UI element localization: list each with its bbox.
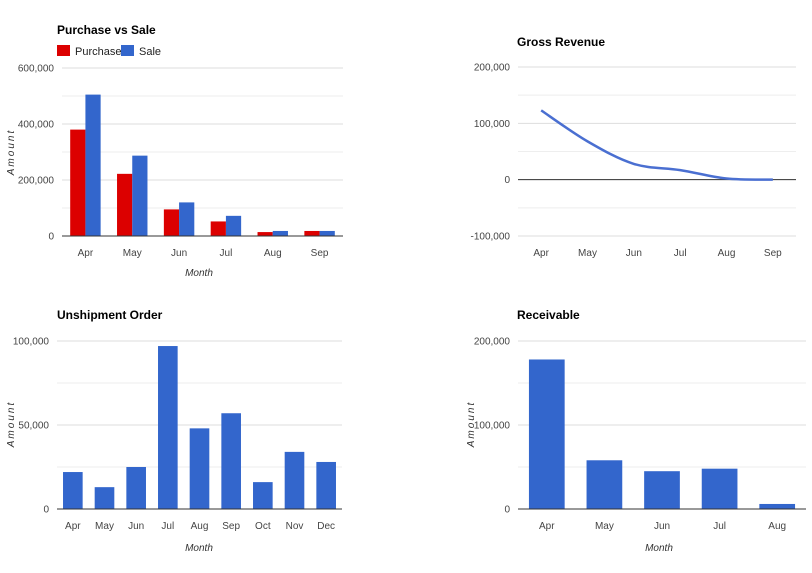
x-axis-label: Month [645,543,673,554]
chart-title: Purchase vs Sale [57,23,156,37]
x-tick-label: Aug [718,248,736,259]
y-axis-label: Amount [6,129,17,176]
bar-sale-jun[interactable] [179,202,195,236]
x-tick-label: Jul [220,248,233,259]
x-tick-label: Jul [713,521,726,532]
x-tick-label: Apr [78,248,94,259]
y-tick-label: -100,000 [471,232,511,243]
bar-value-jun[interactable] [126,467,146,509]
x-tick-label: Apr [539,521,555,532]
bar-value-aug[interactable] [759,503,796,509]
bar-sale-jul[interactable] [225,215,242,236]
x-tick-label: May [595,521,614,532]
y-tick-label: 0 [504,175,510,186]
gross-revenue-chart: Gross Revenue -100,000 0 100,000 200,000 Apr… [471,35,796,259]
y-tick-label: 100,000 [474,119,511,130]
legend-label-sale[interactable]: Sale [139,46,161,58]
y-tick-label: 0 [48,232,54,243]
x-tick-label: Aug [264,248,282,259]
x-tick-label: Aug [768,521,786,532]
y-tick-label: 100,000 [474,421,511,432]
bar-purchase-apr[interactable] [70,129,86,236]
chart-title: Receivable [517,308,580,322]
bar-purchase-jul[interactable] [210,221,226,236]
x-tick-label: Oct [255,521,271,532]
y-tick-label: 100,000 [13,337,50,348]
x-tick-label: Dec [317,521,335,532]
legend-swatch-sale [121,45,134,56]
legend-label-purchase[interactable]: Purchase [75,46,121,58]
x-tick-label: Nov [286,521,304,532]
x-tick-label: May [578,248,597,259]
chart-title: Unshipment Order [57,308,163,322]
bar-value-jul[interactable] [158,346,178,509]
y-axis-label: Amount [466,401,477,448]
unshipment-order-chart: Unshipment Order 0 50,000 100,000 Apr May Jun… [6,308,342,554]
x-tick-label: Sep [311,248,329,259]
bar-value-nov[interactable] [284,451,305,509]
bar-value-jul[interactable] [701,468,738,509]
y-tick-label: 600,000 [18,64,55,75]
bar-purchase-sep[interactable] [304,230,320,236]
x-tick-label: Apr [65,521,81,532]
x-axis-label: Month [185,268,213,279]
bar-sale-aug[interactable] [272,230,288,236]
bar-sale-sep[interactable] [319,230,335,236]
bar-sale-apr[interactable] [85,94,101,236]
y-axis-label: Amount [6,401,17,448]
bar-value-may[interactable] [94,487,115,509]
x-tick-label: Aug [191,521,209,532]
y-tick-label: 200,000 [18,176,55,187]
x-tick-label: Sep [764,248,782,259]
bar-value-aug[interactable] [189,428,210,509]
y-tick-label: 200,000 [474,63,511,74]
bar-purchase-jun[interactable] [163,209,180,236]
bar-value-may[interactable] [586,460,623,509]
x-tick-label: Apr [533,248,549,259]
x-tick-label: Jul [674,248,687,259]
y-tick-label: 400,000 [18,120,55,131]
bar-sale-may[interactable] [132,155,148,236]
chart-title: Gross Revenue [517,35,605,49]
bar-value-sep[interactable] [221,413,241,509]
bar-purchase-aug[interactable] [257,232,273,236]
bar-value-dec[interactable] [316,461,336,509]
bar-purchase-may[interactable] [117,173,133,236]
legend-swatch-purchase [57,45,70,56]
bar-value-jun[interactable] [644,471,680,509]
x-tick-label: Jul [161,521,174,532]
y-tick-label: 0 [504,505,510,516]
x-tick-label: Jun [626,248,642,259]
purchase-vs-sale-chart: Purchase vs Sale Purchase Sale 0 200,000 4… [6,23,343,279]
x-tick-label: Sep [222,521,240,532]
y-tick-label: 200,000 [474,337,511,348]
bar-value-oct[interactable] [253,482,273,509]
bar-value-apr[interactable] [63,472,83,509]
x-tick-label: Jun [654,521,670,532]
x-axis-label: Month [185,543,213,554]
y-tick-label: 0 [43,505,49,516]
receivable-chart: Receivable 0 100,000 200,000 Apr May Jun Jul Au… [466,308,806,554]
y-tick-label: 50,000 [18,421,49,432]
x-tick-label: Jun [171,248,187,259]
x-tick-label: May [95,521,114,532]
series-line[interactable] [540,109,773,181]
x-tick-label: Jun [128,521,144,532]
bar-value-apr[interactable] [528,359,565,509]
x-tick-label: May [123,248,142,259]
